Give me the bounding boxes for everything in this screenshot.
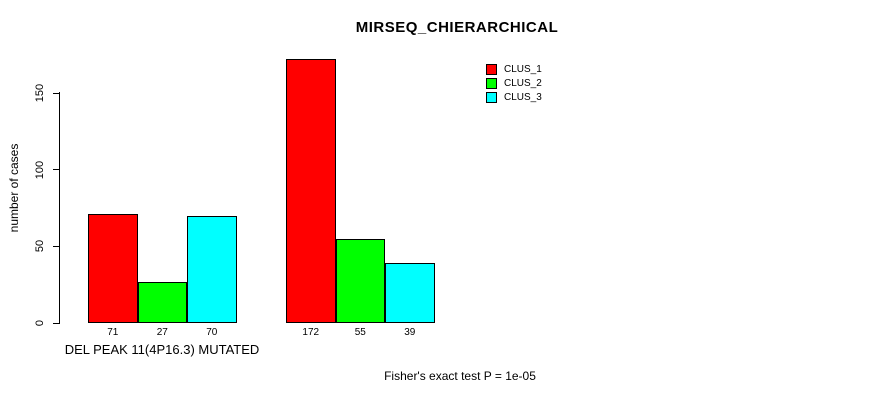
bar-value-label: 70 [206,327,218,338]
legend-swatch-icon [486,92,497,103]
bar-clus_1-group2 [286,59,336,323]
bar-value-label: 172 [302,327,320,338]
y-tick-label: 100 [34,160,46,179]
bar-clus_3-group1 [187,215,237,323]
legend-swatch-icon [486,78,497,89]
legend-label: CLUS_2 [504,78,542,89]
legend-item-clus_2: CLUS_2 [486,77,542,90]
y-tick-label: 150 [34,83,46,103]
y-tick-mark [53,245,60,247]
bar-clus_1-group1 [88,214,138,323]
y-axis-label: number of cases [7,143,21,233]
legend-item-clus_1: CLUS_1 [486,63,542,76]
legend-label: CLUS_1 [504,64,542,75]
chart-title: MIRSEQ_CHIERARCHICAL [355,19,559,36]
bar-clus_2-group1 [137,281,187,323]
bar-clus_2-group2 [335,238,385,323]
bar-value-label: 39 [404,327,416,338]
bar-clus_3-group2 [385,263,435,323]
bar-value-label: 27 [156,327,168,338]
y-tick-mark [53,322,60,324]
x-axis-group-label: DEL PEAK 11(4P16.3) MUTATED [64,342,260,357]
y-tick-mark [53,169,60,171]
legend-label: CLUS_3 [504,92,542,103]
y-tick-label: 0 [34,319,46,327]
y-axis [59,92,60,323]
legend-swatch-icon [486,64,497,75]
legend: CLUS_1 CLUS_2 CLUS_3 [486,63,542,105]
y-tick-label: 50 [34,240,46,253]
legend-item-clus_3: CLUS_3 [486,91,542,104]
bar-value-label: 71 [107,327,119,338]
y-tick-mark [53,92,60,94]
bar-value-label: 55 [354,327,366,338]
annotation-text: Fisher's exact test P = 1e-05 [384,369,536,383]
